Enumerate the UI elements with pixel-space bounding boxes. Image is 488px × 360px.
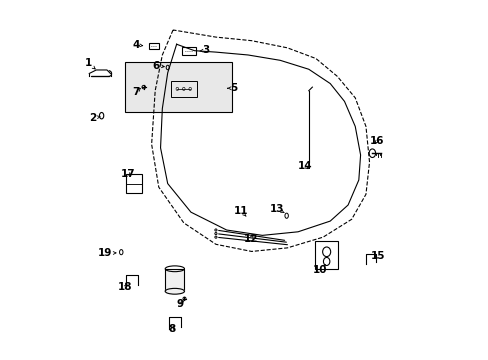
- Text: 17: 17: [121, 168, 136, 179]
- Text: 8: 8: [168, 324, 175, 334]
- Bar: [165, 269, 184, 291]
- Text: 15: 15: [370, 251, 385, 261]
- Bar: [171, 81, 196, 97]
- Bar: [125, 174, 142, 193]
- Text: 16: 16: [368, 136, 383, 147]
- Bar: [182, 48, 196, 55]
- Text: 14: 14: [297, 161, 312, 171]
- Bar: [149, 43, 159, 49]
- Text: 7: 7: [132, 87, 140, 97]
- Text: 2: 2: [89, 113, 100, 123]
- Text: 1: 1: [84, 58, 95, 69]
- Text: 11: 11: [233, 206, 248, 216]
- Text: 18: 18: [117, 282, 132, 292]
- Text: 12: 12: [243, 234, 258, 244]
- Ellipse shape: [165, 288, 184, 294]
- Text: 6: 6: [152, 61, 164, 71]
- Text: 9: 9: [176, 299, 183, 309]
- Text: 13: 13: [269, 203, 284, 213]
- Bar: [315, 240, 337, 270]
- Bar: [124, 62, 231, 112]
- Text: 19: 19: [98, 248, 116, 258]
- Text: 5: 5: [227, 83, 237, 93]
- Text: 10: 10: [312, 265, 327, 275]
- Text: 3: 3: [200, 45, 209, 55]
- Text: 4: 4: [132, 40, 142, 50]
